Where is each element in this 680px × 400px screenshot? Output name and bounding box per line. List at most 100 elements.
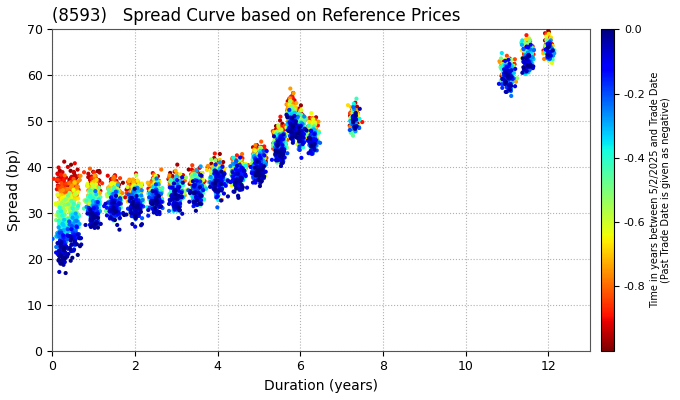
Point [297,141,308,147]
Point [255,158,266,165]
Point [225,163,236,170]
Point [252,154,263,160]
Point [106,211,117,217]
Point [51,234,62,240]
Point [234,175,245,182]
Point [297,120,308,126]
Point [54,213,65,219]
Point [132,178,143,184]
Point [307,132,318,138]
Point [148,206,159,213]
Point [190,179,201,186]
Point [191,176,202,183]
Point [166,193,177,199]
Point [175,182,186,188]
Point [85,192,96,198]
Point [231,186,241,192]
Point [150,195,160,201]
Point [234,174,245,181]
Point [114,211,125,218]
Point [296,125,307,131]
Point [129,206,139,212]
Point [171,195,182,202]
Point [195,172,206,178]
Point [283,109,294,116]
Point [152,189,163,196]
Point [295,122,306,129]
Point [270,140,281,147]
Point [229,176,240,182]
Point [151,194,162,200]
Point [88,185,99,192]
Point [310,130,321,136]
Point [295,128,306,134]
Point [69,237,80,244]
Point [47,236,58,242]
Point [174,174,185,181]
Point [211,173,222,180]
Point [354,124,364,131]
Point [498,70,509,77]
Point [91,210,102,216]
Point [90,213,101,220]
Point [62,236,73,242]
Point [155,192,166,198]
Point [188,169,199,175]
Point [88,215,99,222]
Point [181,187,192,194]
Point [213,179,224,186]
Point [354,125,364,131]
Point [150,179,160,185]
Point [152,178,163,184]
Point [307,128,318,134]
Point [211,181,222,188]
Point [152,184,163,190]
Point [210,173,221,179]
Point [256,167,267,174]
Point [228,170,239,176]
Point [214,165,224,171]
Point [299,130,309,137]
Point [125,195,136,202]
Point [256,172,267,179]
Point [188,174,199,181]
Point [171,189,182,196]
Point [92,215,103,221]
Point [211,170,222,176]
Point [70,217,81,224]
Point [134,195,145,202]
Point [286,102,296,109]
Point [66,224,77,231]
Point [133,211,143,217]
Point [110,209,121,215]
Point [253,171,264,178]
Point [169,191,180,197]
Point [168,185,179,192]
Point [127,185,138,192]
Point [216,180,226,187]
Point [89,192,100,198]
Point [88,200,99,206]
Point [251,157,262,163]
Point [283,114,294,121]
Point [294,138,305,145]
Point [209,178,220,184]
Point [292,133,303,140]
Point [171,198,182,204]
Point [522,48,533,54]
Point [133,202,143,208]
Point [108,175,119,181]
Point [63,192,73,199]
Point [257,172,268,178]
Point [296,112,307,118]
Point [173,189,184,196]
Point [56,173,67,179]
Point [286,125,296,132]
Point [168,193,179,199]
Point [193,189,204,195]
Point [186,173,197,179]
Point [143,194,154,200]
Point [254,169,265,176]
Point [288,132,299,138]
Point [193,173,204,179]
